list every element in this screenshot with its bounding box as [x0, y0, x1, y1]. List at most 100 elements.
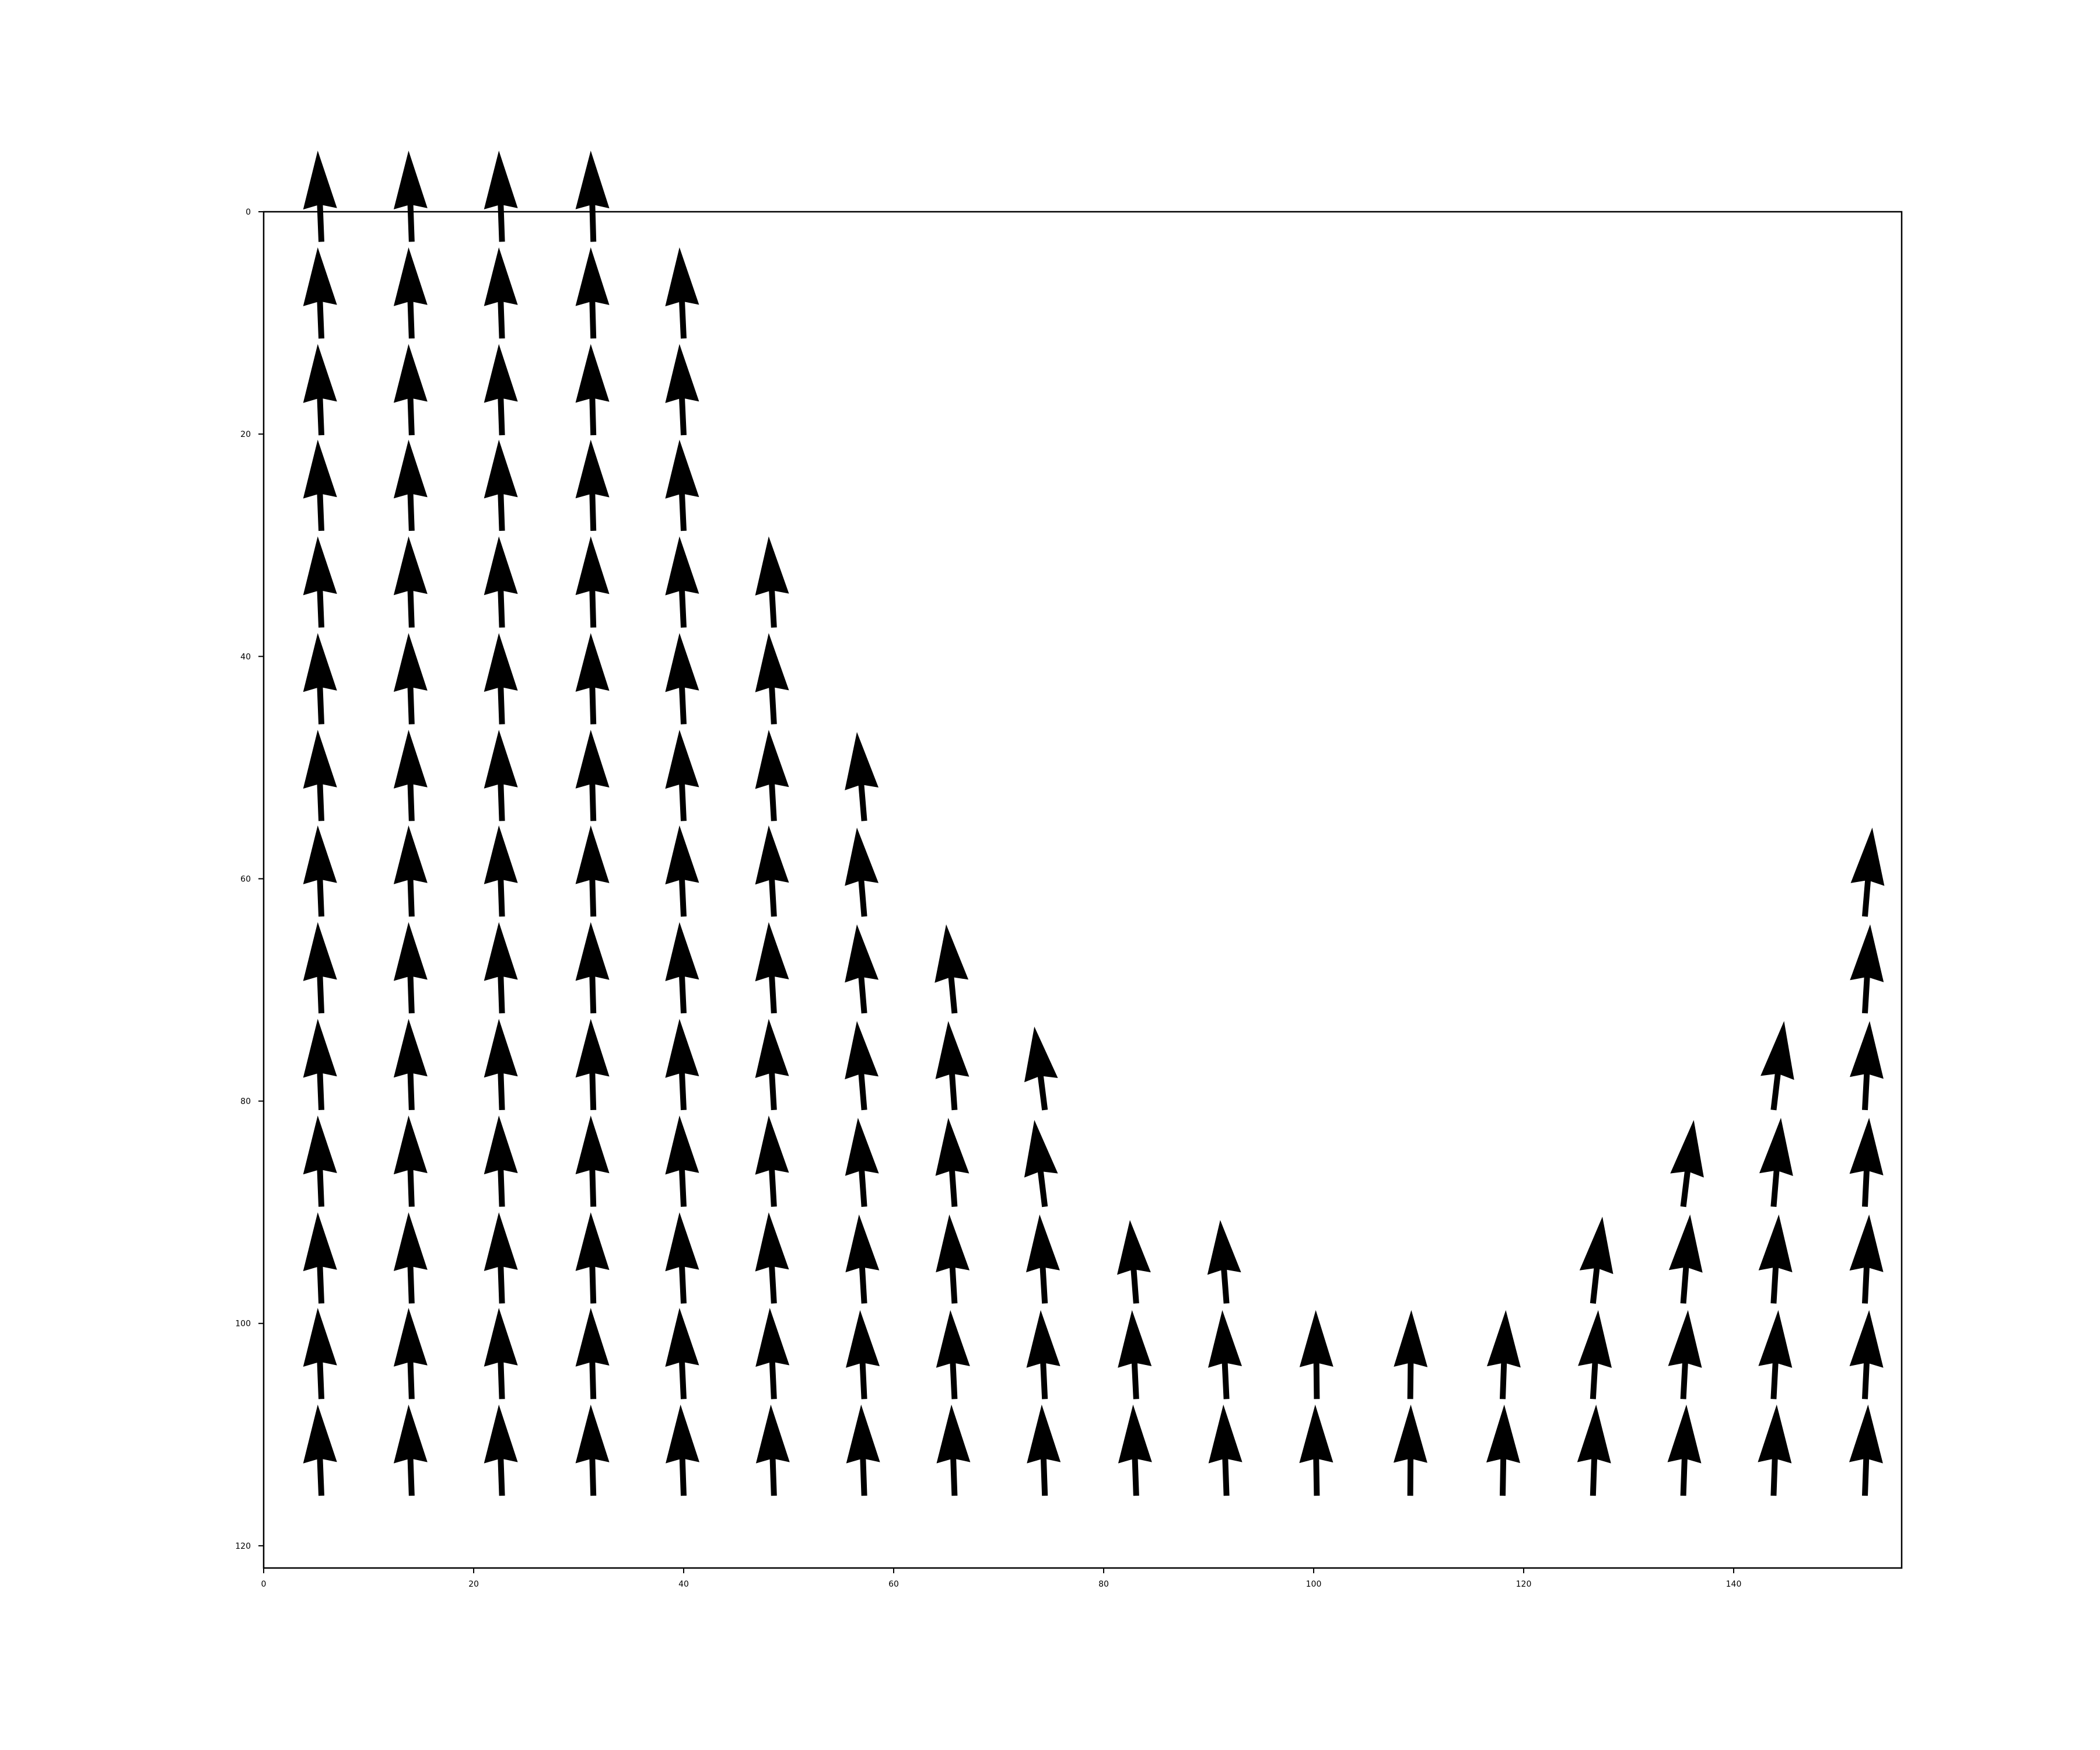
vector-arrow — [1024, 1026, 1058, 1111]
vector-arrow — [1850, 924, 1884, 1014]
vector-arrow — [393, 825, 428, 917]
x-tick-label: 20 — [468, 1580, 479, 1589]
vector-arrow — [1024, 1120, 1058, 1208]
vector-arrow — [575, 1308, 610, 1399]
y-tick-label: 0 — [246, 208, 251, 217]
vector-arrow — [1849, 1118, 1884, 1207]
vector-arrow — [845, 1214, 880, 1304]
vector-arrow — [936, 1404, 971, 1496]
vector-arrow — [1394, 1310, 1428, 1399]
vector-arrow — [1849, 1404, 1883, 1496]
x-tick-label: 60 — [888, 1580, 899, 1589]
vector-arrow — [1393, 1404, 1427, 1496]
vector-arrow — [755, 1115, 789, 1207]
vector-arrow — [484, 536, 518, 628]
vector-arrow — [1668, 1214, 1703, 1304]
vector-arrow — [755, 922, 789, 1014]
vector-arrow — [575, 633, 610, 724]
vector-arrow — [1849, 1214, 1884, 1304]
vector-arrow — [303, 344, 337, 436]
vector-arrow — [1670, 1120, 1704, 1208]
plot-frame — [262, 211, 1903, 1569]
vector-arrow — [393, 1019, 428, 1110]
vector-arrow — [303, 633, 337, 724]
vector-arrow — [1118, 1310, 1152, 1399]
vector-arrow — [393, 247, 428, 339]
vector-arrow — [484, 633, 518, 724]
vector-arrow — [755, 536, 789, 628]
vector-arrow — [575, 825, 610, 917]
vector-arrow — [484, 439, 518, 531]
vector-arrow — [665, 439, 699, 531]
x-tick-label: 120 — [1516, 1580, 1532, 1589]
vector-arrow — [484, 344, 518, 436]
vector-arrow — [484, 1308, 518, 1399]
vector-arrow — [484, 730, 518, 821]
vector-arrow — [303, 536, 337, 628]
vector-arrow — [845, 827, 878, 917]
vector-arrow — [484, 825, 518, 917]
vector-arrow — [666, 1404, 699, 1496]
vector-arrow — [393, 922, 428, 1014]
vector-arrow — [1577, 1404, 1611, 1496]
x-tick-label: 40 — [678, 1580, 689, 1589]
y-tick-label: 100 — [235, 1320, 251, 1329]
vector-arrow — [1208, 1310, 1242, 1399]
y-tick-label: 60 — [240, 874, 251, 884]
vector-arrow — [575, 1115, 610, 1207]
vector-arrow — [665, 633, 699, 724]
vector-arrow — [1758, 1404, 1792, 1496]
vector-arrow — [1026, 1214, 1060, 1304]
vector-arrow — [575, 247, 610, 339]
vector-arrow — [665, 1019, 699, 1111]
vector-arrow — [1208, 1404, 1242, 1496]
vector-arrow — [1299, 1404, 1334, 1496]
vector-arrow — [665, 247, 699, 339]
vector-arrow — [755, 1404, 790, 1496]
vector-arrow — [1486, 1404, 1520, 1496]
vector-arrow — [303, 439, 337, 531]
vector-arrow — [846, 1310, 880, 1399]
vector-arrow — [575, 536, 610, 628]
vector-arrow — [936, 1214, 970, 1304]
vector-arrow — [935, 1021, 970, 1111]
vector-arrow — [665, 536, 699, 628]
vector-arrow — [1027, 1404, 1061, 1496]
vector-arrow — [1850, 1021, 1884, 1111]
vector-arrow — [846, 1404, 880, 1496]
vector-arrow — [575, 1019, 610, 1110]
vector-arrow — [1579, 1216, 1614, 1304]
vector-arrow — [1118, 1404, 1152, 1496]
vector-arrow — [665, 1308, 699, 1399]
vector-arrow — [665, 825, 699, 917]
vector-arrow — [845, 1021, 878, 1111]
vector-arrow — [845, 924, 878, 1014]
vector-arrow — [484, 150, 518, 242]
vector-arrow — [936, 1310, 970, 1399]
vector-arrow — [393, 1308, 428, 1399]
vector-arrow — [935, 1118, 970, 1207]
vector-arrow — [1668, 1310, 1702, 1399]
y-tick-label: 80 — [240, 1097, 251, 1107]
vector-arrow — [1299, 1310, 1334, 1399]
vector-arrow — [575, 1404, 610, 1496]
vector-arrow — [575, 922, 610, 1014]
vector-arrow — [1667, 1404, 1702, 1496]
vector-arrow — [1207, 1220, 1241, 1304]
vector-arrow — [755, 1308, 790, 1399]
y-tick-label: 120 — [235, 1542, 251, 1551]
vector-arrow — [393, 536, 428, 628]
vector-arrow — [484, 247, 518, 339]
vector-arrow — [1850, 827, 1885, 917]
vector-arrow — [303, 1308, 337, 1399]
vector-arrow — [935, 924, 969, 1014]
vector-arrow — [1026, 1310, 1060, 1399]
vector-arrow — [484, 1404, 518, 1496]
vector-arrow — [755, 825, 789, 917]
vector-arrow — [665, 1212, 699, 1304]
vector-arrow — [1487, 1310, 1521, 1399]
arrow-layer — [303, 150, 1885, 1496]
vector-arrow — [1758, 1310, 1793, 1399]
vector-arrow — [575, 730, 610, 821]
